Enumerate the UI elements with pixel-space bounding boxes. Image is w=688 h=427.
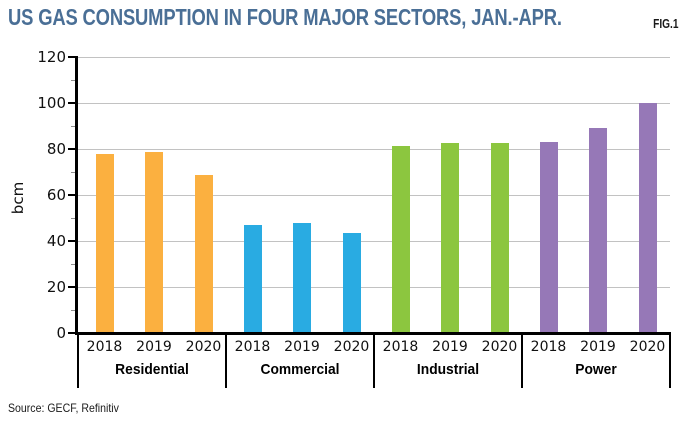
bar-power-2020 <box>638 103 657 333</box>
group-divider-4 <box>668 332 671 388</box>
y-tick-label-80: 80 <box>46 140 66 158</box>
gridline-120 <box>78 56 670 58</box>
y-tick-label-20: 20 <box>46 278 66 296</box>
y-major-tick-60 <box>68 194 76 196</box>
gridline-40 <box>78 240 670 242</box>
y-major-tick-20 <box>68 286 76 288</box>
source-note: Source: GECF, Refinitiv <box>8 401 119 415</box>
y-minor-tick-70 <box>71 171 76 173</box>
bar-residential-2019 <box>145 152 163 333</box>
figure-title: US GAS CONSUMPTION IN FOUR MAJOR SECTORS… <box>8 4 562 30</box>
group-divider-1 <box>224 332 227 388</box>
x-year-label-power-2020: 2020 <box>629 339 666 355</box>
y-minor-tick-30 <box>71 263 76 265</box>
x-year-label-commercial-2019: 2019 <box>284 339 320 355</box>
x-axis-line <box>75 332 670 335</box>
x-year-label-power-2019: 2019 <box>580 339 616 355</box>
x-year-label-residential-2018: 2018 <box>86 339 123 355</box>
gridline-100 <box>78 102 670 104</box>
bar-power-2019 <box>589 128 607 333</box>
y-tick-label-40: 40 <box>46 232 66 250</box>
y-minor-tick-10 <box>71 309 76 311</box>
gridline-80 <box>78 148 670 150</box>
x-group-label-industrial: Industrial <box>416 361 480 378</box>
y-minor-tick-50 <box>71 217 76 219</box>
group-divider-2 <box>372 332 375 388</box>
group-divider-3 <box>520 332 523 388</box>
x-group-label-commercial: Commercial <box>260 361 340 378</box>
y-major-tick-100 <box>68 102 76 104</box>
y-major-tick-80 <box>68 148 76 150</box>
x-year-label-power-2018: 2018 <box>530 339 567 355</box>
bar-commercial-2020 <box>342 232 361 333</box>
x-year-label-residential-2019: 2019 <box>136 339 172 355</box>
gridline-20 <box>78 286 670 288</box>
bar-commercial-2018 <box>243 224 262 333</box>
x-year-label-industrial-2019: 2019 <box>432 339 468 355</box>
y-major-tick-40 <box>68 240 76 242</box>
y-tick-label-120: 120 <box>37 48 66 66</box>
y-minor-tick-90 <box>71 125 76 127</box>
y-major-tick-0 <box>68 332 76 334</box>
y-major-tick-120 <box>68 56 76 58</box>
y-tick-label-0: 0 <box>56 324 66 342</box>
x-year-label-residential-2020: 2020 <box>185 339 222 355</box>
bar-industrial-2018 <box>391 145 410 333</box>
figure-number: FIG.1 <box>653 16 679 31</box>
bar-industrial-2020 <box>490 143 509 333</box>
x-group-label-residential: Residential <box>115 361 189 378</box>
y-tick-label-60: 60 <box>46 186 66 204</box>
x-year-label-industrial-2018: 2018 <box>382 339 419 355</box>
y-tick-label-100: 100 <box>37 94 66 112</box>
bar-industrial-2019 <box>441 143 459 333</box>
bar-residential-2020 <box>194 175 213 333</box>
x-group-label-power: Power <box>575 361 617 378</box>
x-year-label-industrial-2020: 2020 <box>481 339 518 355</box>
x-year-label-commercial-2020: 2020 <box>333 339 370 355</box>
bar-power-2018 <box>539 142 558 333</box>
gridline-60 <box>78 194 670 196</box>
gas-consumption-bar-chart: bcm 0 20 40 60 80 100 120 2018 2019 2020 Residenti… <box>9 48 671 388</box>
bar-residential-2018 <box>95 153 114 333</box>
x-year-label-commercial-2018: 2018 <box>234 339 271 355</box>
group-divider-0 <box>76 332 79 388</box>
y-minor-tick-110 <box>71 79 76 81</box>
bar-commercial-2019 <box>293 222 311 333</box>
y-axis-line <box>75 56 78 335</box>
